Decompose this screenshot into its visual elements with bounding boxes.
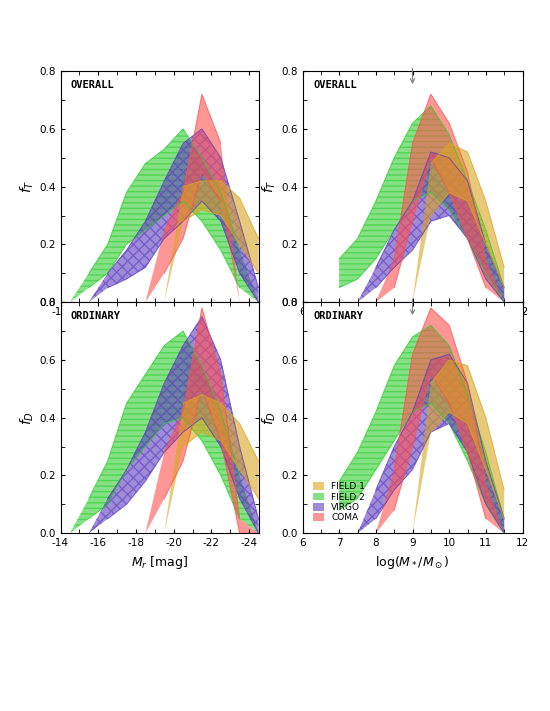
Text: OVERALL: OVERALL — [70, 80, 114, 90]
Legend: FIELD 1, FIELD 2, VIRGO, COMA: FIELD 1, FIELD 2, VIRGO, COMA — [311, 481, 367, 524]
X-axis label: $\log(M_*/M_\odot)$: $\log(M_*/M_\odot)$ — [375, 554, 450, 571]
X-axis label: $M_r$ [mag]: $M_r$ [mag] — [131, 554, 188, 571]
Y-axis label: $f_T$: $f_T$ — [19, 180, 36, 193]
Y-axis label: $f_D$: $f_D$ — [261, 411, 278, 424]
Text: ORDINARY: ORDINARY — [314, 311, 364, 321]
Y-axis label: $f_D$: $f_D$ — [19, 411, 36, 424]
Text: OVERALL: OVERALL — [314, 80, 358, 90]
Text: ORDINARY: ORDINARY — [70, 311, 120, 321]
Y-axis label: $f_T$: $f_T$ — [261, 180, 278, 193]
